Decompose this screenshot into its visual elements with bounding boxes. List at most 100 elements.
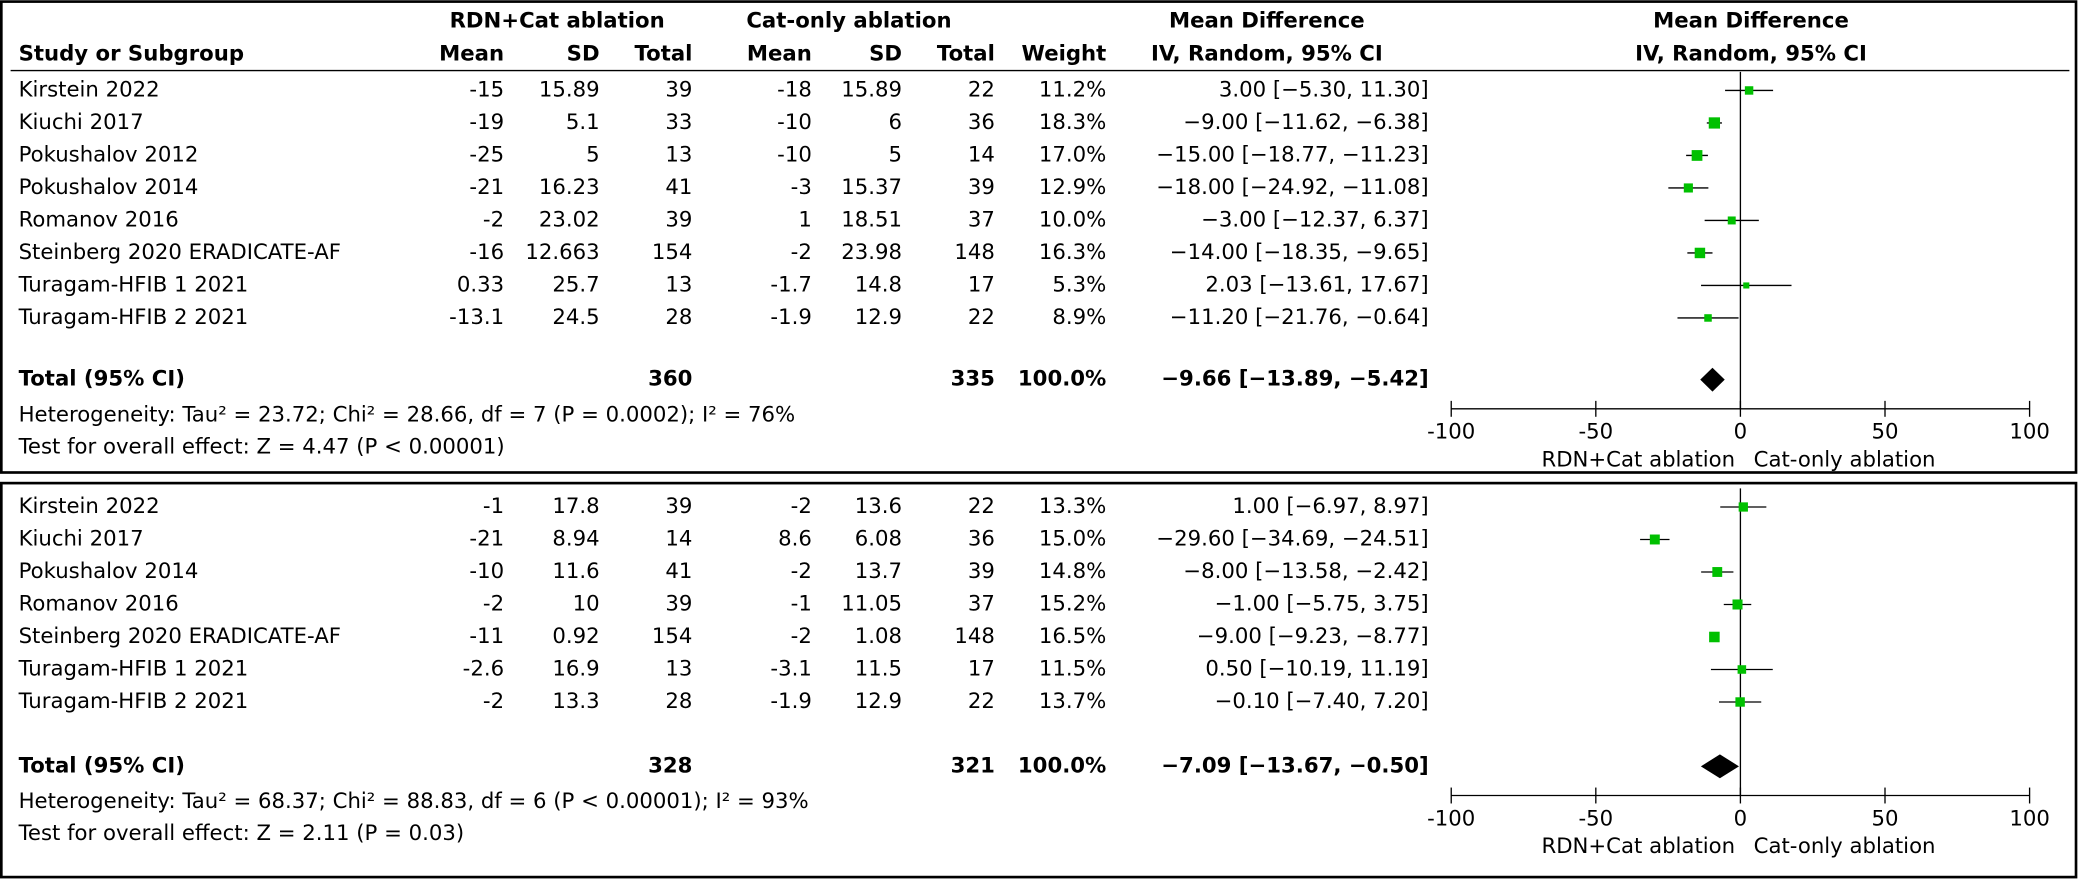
cell: -2.6 — [463, 656, 504, 681]
total-cell: −7.09 [−13.67, −0.50] — [1161, 753, 1428, 778]
study-name: Steinberg 2020 ERADICATE-AF — [19, 240, 341, 265]
study-name: Turagam-HFIB 1 2021 — [18, 656, 249, 681]
cell: 10 — [573, 591, 600, 616]
cell: 1 — [798, 207, 812, 232]
cell: 13 — [665, 656, 692, 681]
cell: 18.51 — [841, 207, 902, 232]
cell: 15.0% — [1039, 526, 1106, 551]
cell: 36 — [968, 526, 995, 551]
cell: −11.20 [−21.76, −0.64] — [1170, 305, 1429, 330]
cell: 11.5 — [855, 656, 902, 681]
cell: 16.23 — [539, 175, 600, 200]
study-name: Steinberg 2020 ERADICATE-AF — [19, 624, 341, 649]
cell: -1.9 — [770, 305, 811, 330]
cell: 17.8 — [552, 494, 599, 519]
cell: 12.9% — [1039, 175, 1106, 200]
cell: −3.00 [−12.37, 6.37] — [1201, 207, 1429, 232]
cell: 8.6 — [778, 526, 812, 551]
cell: -2 — [483, 689, 504, 714]
cell: -1.7 — [770, 272, 811, 297]
cell: -2 — [791, 559, 812, 584]
cell: 37 — [968, 591, 995, 616]
cell: -3.1 — [770, 656, 811, 681]
cell: 17.0% — [1039, 142, 1106, 167]
cell: -16 — [469, 240, 504, 265]
cell: 23.98 — [841, 240, 902, 265]
panel-frame — [0, 481, 2078, 879]
panel-frame — [0, 0, 2078, 474]
column-header: Total — [937, 42, 995, 67]
cell: 14 — [968, 142, 995, 167]
cell: 154 — [652, 624, 693, 649]
cell: 13.7 — [855, 559, 902, 584]
cell: 3.00 [−5.30, 11.30] — [1219, 77, 1429, 102]
cell: 22 — [968, 689, 995, 714]
total-label: Total (95% CI) — [19, 367, 185, 392]
cell: 14.8 — [855, 272, 902, 297]
axis-label: RDN+Cat ablation — [1541, 448, 1735, 473]
study-name: Pokushalov 2014 — [19, 175, 199, 200]
cell: 39 — [968, 175, 995, 200]
cell: 36 — [968, 110, 995, 135]
group-header: RDN+Cat ablation — [450, 8, 665, 33]
cell: 14.8% — [1039, 559, 1106, 584]
cell: 12.9 — [855, 305, 902, 330]
cell: 12.9 — [855, 689, 902, 714]
column-header: Mean Difference — [1169, 8, 1365, 33]
cell: 8.94 — [552, 526, 599, 551]
cell: -3 — [791, 175, 812, 200]
cell: 1.08 — [855, 624, 902, 649]
column-header: SD — [869, 42, 902, 67]
cell: -15 — [469, 77, 504, 102]
x-tick-label: 50 — [1871, 806, 1898, 831]
x-tick-label: -50 — [1578, 806, 1613, 831]
cell: −1.00 [−5.75, 3.75] — [1215, 591, 1429, 616]
cell: -18 — [777, 77, 812, 102]
effect-square — [1727, 216, 1736, 225]
cell: −18.00 [−24.92, −11.08] — [1156, 175, 1428, 200]
effect-square — [1683, 183, 1693, 193]
total-diamond — [1700, 754, 1739, 779]
cell: 13.7% — [1039, 689, 1106, 714]
cell: 39 — [665, 494, 692, 519]
cell: 41 — [665, 559, 692, 584]
study-name: Kirstein 2022 — [19, 494, 160, 519]
cell: 6.08 — [855, 526, 902, 551]
plot-header: Mean Difference — [1653, 8, 1849, 33]
group-header: Cat-only ablation — [746, 8, 951, 33]
total-cell: 100.0% — [1018, 367, 1106, 392]
x-tick-label: 100 — [2009, 806, 2050, 831]
cell: 6 — [889, 110, 903, 135]
total-cell: −9.66 [−13.89, −5.42] — [1161, 367, 1428, 392]
cell: -25 — [469, 142, 504, 167]
effect-square — [1709, 631, 1720, 643]
cell: 12.663 — [525, 240, 599, 265]
cell: 154 — [652, 240, 693, 265]
cell: -11 — [469, 624, 504, 649]
column-header: Total — [634, 42, 692, 67]
cell: 15.89 — [539, 77, 600, 102]
cell: −15.00 [−18.77, −11.23] — [1156, 142, 1428, 167]
x-tick-label: 50 — [1871, 420, 1898, 445]
effect-square — [1712, 567, 1723, 577]
axis-label: Cat-only ablation — [1754, 448, 1936, 473]
cell: -10 — [777, 142, 812, 167]
cell: 1.00 [−6.97, 8.97] — [1232, 494, 1428, 519]
study-name: Romanov 2016 — [19, 207, 179, 232]
study-name: Turagam-HFIB 2 2021 — [18, 305, 249, 330]
cell: −9.00 [−11.62, −6.38] — [1183, 110, 1428, 135]
cell: 39 — [665, 77, 692, 102]
axis-label: Cat-only ablation — [1754, 834, 1936, 859]
column-header: Mean — [747, 42, 812, 67]
cell: -2 — [483, 591, 504, 616]
cell: 15.2% — [1039, 591, 1106, 616]
cell: 5 — [586, 142, 600, 167]
cell: 10.0% — [1039, 207, 1106, 232]
study-name: Kiuchi 2017 — [19, 526, 144, 551]
plot-header: IV, Random, 95% CI — [1635, 42, 1867, 67]
effect-square — [1738, 502, 1748, 512]
cell: 11.2% — [1039, 77, 1106, 102]
cell: 13.6 — [855, 494, 902, 519]
cell: -13.1 — [449, 305, 504, 330]
column-header: Study or Subgroup — [19, 42, 244, 67]
